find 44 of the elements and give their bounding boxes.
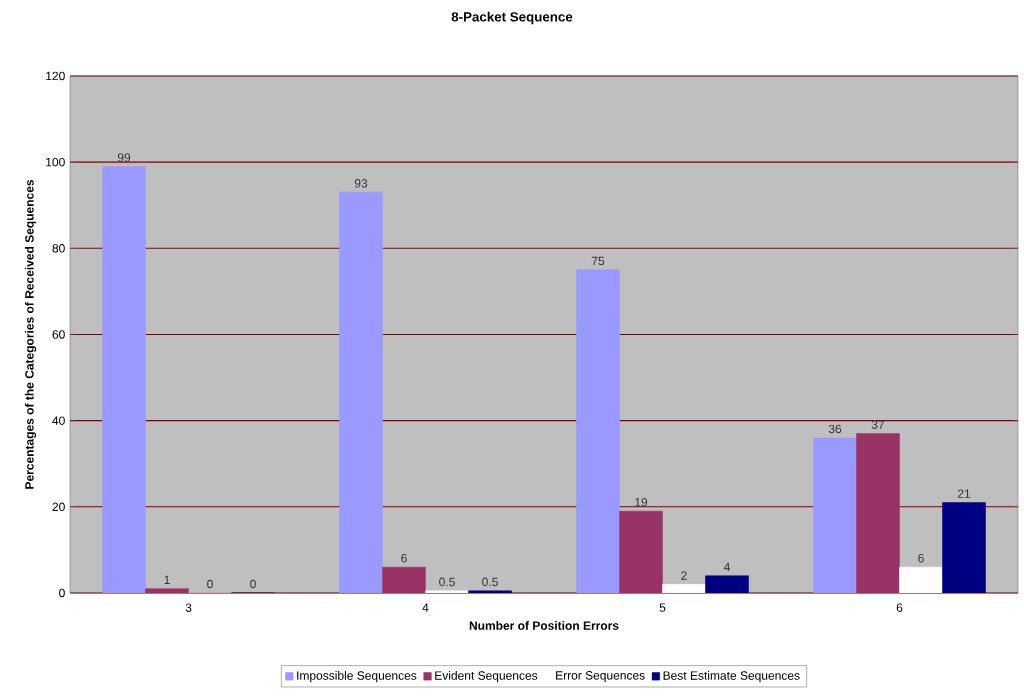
data-label: 4 — [723, 562, 730, 572]
data-label: 6 — [401, 553, 407, 563]
y-axis-title: Percentages of the Categories of Received Sequences — [24, 179, 37, 489]
data-label: 6 — [918, 553, 924, 563]
y-tick-label: 100 — [46, 157, 65, 167]
legend-label: Evident Sequences — [435, 670, 538, 683]
x-tick-label: 6 — [896, 603, 903, 612]
x-tick-label: 4 — [422, 603, 429, 612]
bar — [942, 502, 986, 593]
data-label: 75 — [591, 256, 605, 266]
bar — [856, 433, 900, 593]
y-tick-label: 0 — [59, 588, 65, 598]
y-tick-label: 20 — [52, 502, 65, 512]
data-label: 0 — [250, 579, 256, 589]
y-tick-label: 60 — [52, 330, 65, 339]
bar — [382, 566, 426, 593]
data-label: 21 — [957, 489, 971, 498]
legend-label: Best Estimate Sequences — [663, 670, 800, 683]
bar — [425, 590, 469, 593]
data-label: 99 — [117, 153, 131, 162]
y-tick-label: 40 — [52, 416, 65, 425]
bar — [145, 588, 189, 593]
data-label: 0 — [207, 579, 213, 589]
legend-label: Impossible Sequences — [297, 670, 417, 683]
data-label: 37 — [871, 420, 885, 429]
bar — [899, 566, 943, 593]
data-label: 93 — [354, 179, 368, 188]
bar — [468, 590, 512, 593]
bar — [619, 510, 663, 593]
data-label: 0.5 — [482, 577, 498, 587]
bar — [662, 584, 706, 593]
text: Error Sequences — [556, 671, 645, 682]
data-label: 2 — [681, 571, 687, 580]
bar — [705, 575, 749, 593]
y-tick-label: 120 — [46, 71, 65, 81]
x-axis-title: Number of Position Errors — [469, 621, 619, 630]
data-label: 1 — [164, 575, 170, 584]
data-label: 0.5 — [439, 577, 455, 587]
x-tick-label: 3 — [185, 603, 192, 612]
y-tick-label: 80 — [52, 244, 65, 253]
chart-title: 8-Packet Sequence — [451, 11, 573, 25]
data-label: 36 — [828, 424, 842, 434]
data-label: 19 — [635, 497, 648, 507]
x-tick-label: 5 — [659, 603, 666, 612]
